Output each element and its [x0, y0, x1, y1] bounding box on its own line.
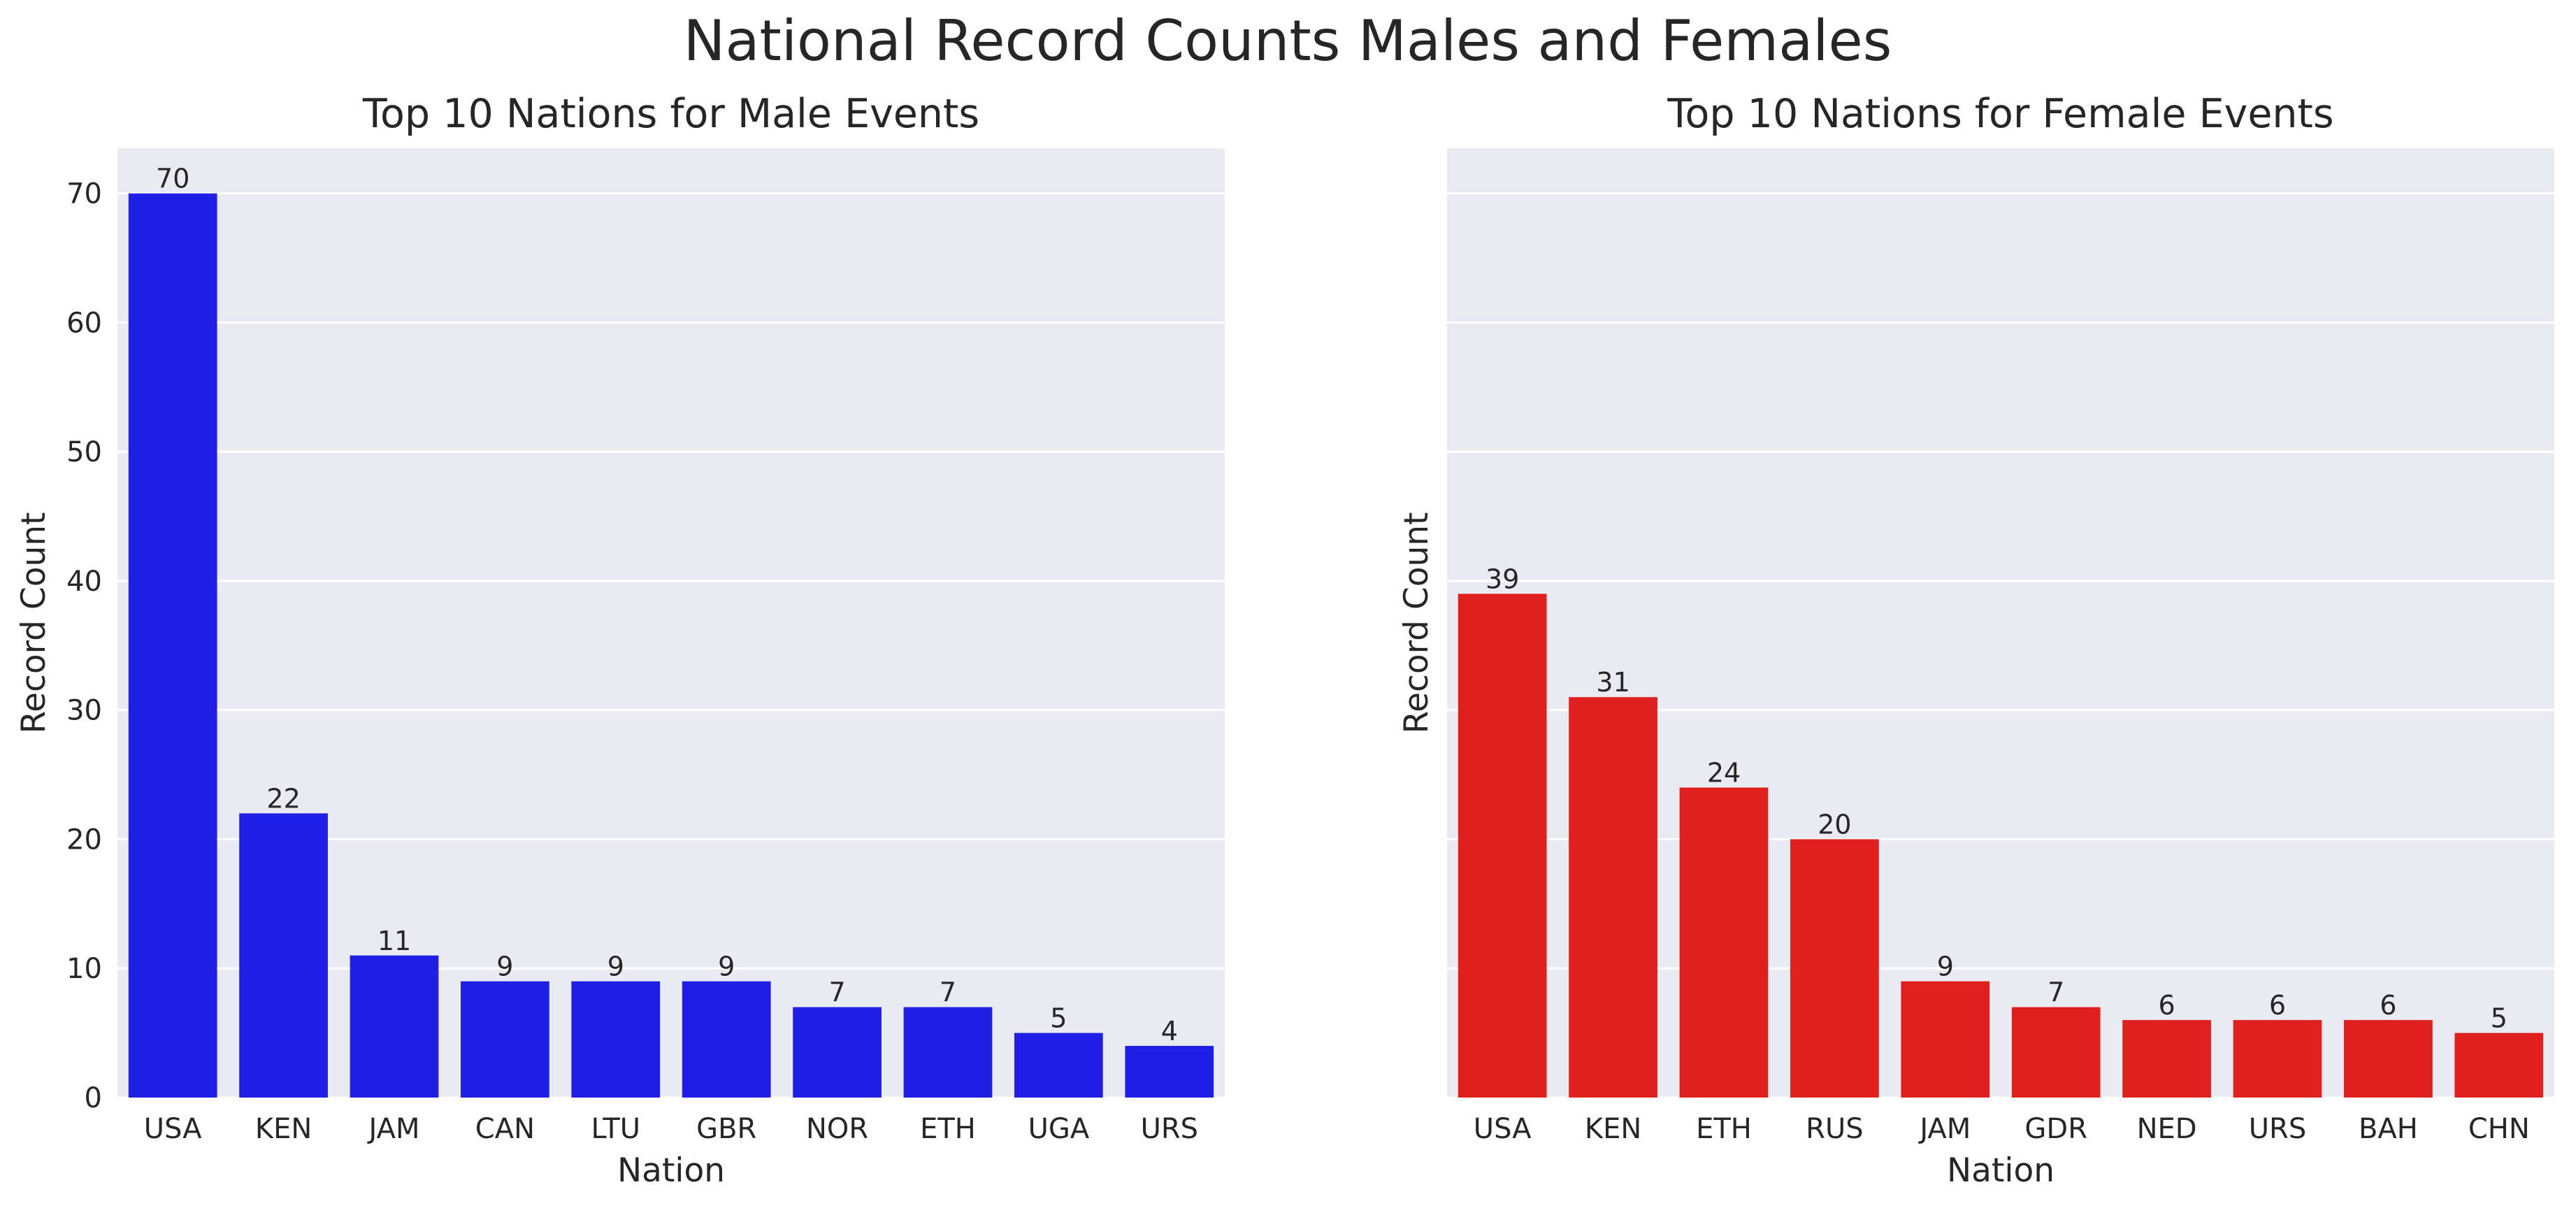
male-x-tick-label: NOR — [806, 1113, 868, 1145]
male-y-tick-label: 20 — [66, 824, 102, 856]
male-bar-ltu — [571, 981, 661, 1098]
male-x-axis-label: Nation — [617, 1151, 725, 1190]
male-y-tick-label: 10 — [66, 953, 102, 985]
male-bar-eth — [903, 1007, 993, 1098]
female-ticks: USA KEN ETH RUS JAM GDR NED URS BAH CHN — [1474, 1113, 2530, 1145]
female-bar-value-label: 24 — [1707, 758, 1741, 789]
male-x-tick-label: USA — [144, 1113, 202, 1145]
male-y-tick-label: 60 — [66, 307, 102, 339]
female-x-tick-label: URS — [2249, 1113, 2306, 1145]
male-bar-value-label: 11 — [377, 926, 411, 956]
female-bar-value-label: 20 — [1818, 809, 1851, 840]
female-bar-urs — [2233, 1020, 2322, 1098]
male-y-tick-label: 50 — [66, 436, 102, 468]
male-bar-usa — [128, 193, 217, 1098]
male-ticks: 0 10 20 30 40 50 60 70 USA KEN JAM CAN LTU GBR NOR ETH U… — [66, 178, 1198, 1145]
female-bar-value-label: 5 — [2491, 1003, 2507, 1034]
female-bar-value-label: 6 — [2269, 990, 2286, 1021]
female-bar-value-label: 39 — [1485, 563, 1519, 594]
female-panel: Top 10 Nations for Female Events 39 31 24 2… — [1397, 91, 2554, 1190]
female-bar-value-label: 6 — [2380, 990, 2396, 1021]
male-bar-gbr — [682, 981, 771, 1098]
female-bar-gdr — [2011, 1007, 2101, 1098]
female-bar-value-label: 7 — [2048, 977, 2064, 1008]
male-y-tick-label: 0 — [85, 1082, 102, 1114]
female-chart-title: Top 10 Nations for Female Events — [1667, 91, 2333, 137]
male-chart-title: Top 10 Nations for Male Events — [362, 91, 979, 137]
male-bar-uga — [1014, 1033, 1103, 1098]
female-bar-chn — [2454, 1033, 2544, 1098]
male-y-axis-label: Record Count — [15, 512, 53, 734]
male-x-tick-label: GBR — [696, 1113, 756, 1145]
female-bars: 39 31 24 20 9 7 6 6 6 5 — [1458, 563, 2544, 1098]
male-x-tick-label: KEN — [255, 1113, 312, 1145]
female-x-tick-label: JAM — [1917, 1113, 1971, 1145]
female-x-tick-label: BAH — [2359, 1113, 2418, 1145]
male-bar-value-label: 9 — [607, 951, 624, 982]
male-bar-can — [461, 981, 549, 1098]
female-x-tick-label: CHN — [2468, 1113, 2530, 1145]
female-x-axis-label: Nation — [1947, 1151, 2055, 1190]
female-bar-value-label: 31 — [1596, 667, 1629, 698]
female-x-tick-label: ETH — [1696, 1113, 1752, 1145]
female-x-tick-label: KEN — [1585, 1113, 1641, 1145]
male-bar-ken — [239, 813, 328, 1098]
female-bar-rus — [1790, 839, 1879, 1098]
male-bar-value-label: 7 — [829, 977, 846, 1008]
male-bar-value-label: 7 — [940, 977, 956, 1008]
male-bar-value-label: 5 — [1050, 1003, 1067, 1034]
female-bar-ned — [2122, 1020, 2211, 1098]
female-y-axis-label: Record Count — [1397, 512, 1436, 734]
male-x-tick-label: URS — [1141, 1113, 1198, 1145]
female-bar-jam — [1901, 981, 1990, 1098]
male-bar-urs — [1125, 1046, 1214, 1098]
male-x-tick-label: JAM — [367, 1113, 420, 1145]
male-x-tick-label: CAN — [475, 1113, 535, 1145]
male-bar-value-label: 22 — [266, 784, 300, 814]
female-x-tick-label: RUS — [1806, 1113, 1863, 1145]
male-y-tick-label: 30 — [66, 695, 102, 727]
male-bar-jam — [350, 955, 439, 1098]
female-x-tick-label: USA — [1474, 1113, 1532, 1145]
male-bar-value-label: 70 — [156, 164, 189, 194]
female-bar-ken — [1569, 697, 1657, 1098]
male-bars: 70 22 11 9 9 9 7 7 5 4 — [128, 164, 1214, 1098]
male-bar-value-label: 4 — [1161, 1016, 1178, 1047]
female-x-tick-label: GDR — [2024, 1113, 2087, 1145]
male-bar-nor — [793, 1007, 882, 1098]
female-x-tick-label: NED — [2137, 1113, 2197, 1145]
female-bar-usa — [1458, 594, 1547, 1098]
female-bar-value-label: 9 — [1937, 951, 1954, 982]
female-bar-bah — [2344, 1020, 2433, 1098]
male-y-tick-label: 70 — [66, 178, 102, 210]
female-bar-eth — [1679, 787, 1769, 1098]
male-bar-value-label: 9 — [496, 951, 513, 982]
male-x-tick-label: ETH — [920, 1113, 976, 1145]
female-bar-value-label: 6 — [2159, 990, 2175, 1021]
male-y-tick-label: 40 — [66, 566, 102, 598]
figure-title: National Record Counts Males and Females — [684, 8, 1892, 73]
male-x-tick-label: LTU — [591, 1113, 641, 1145]
male-bar-value-label: 9 — [718, 951, 735, 982]
male-x-tick-label: UGA — [1028, 1113, 1090, 1145]
